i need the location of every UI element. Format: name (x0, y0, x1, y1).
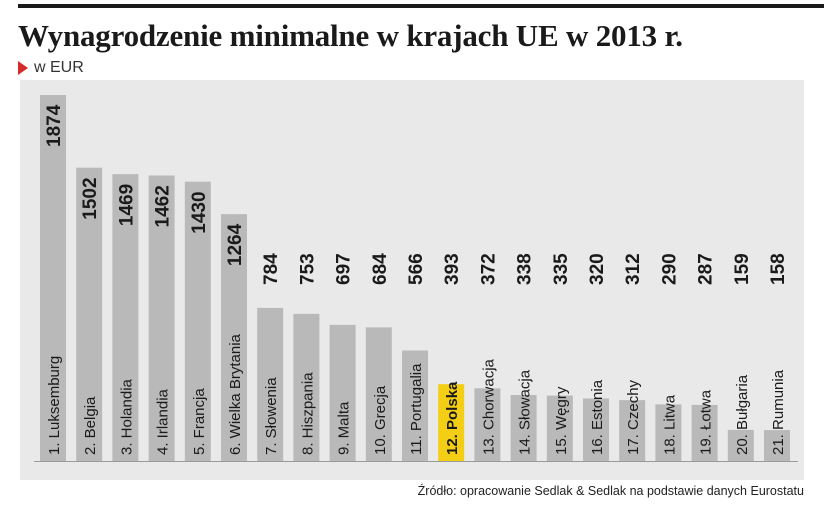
bar-20 (727, 429, 754, 461)
value-label-21: 158 (768, 253, 789, 285)
value-label-16: 320 (587, 253, 608, 285)
value-label-6: 1264 (225, 223, 246, 266)
bar-10 (365, 327, 392, 461)
chart-title: Wynagrodzenie minimalne w krajach UE w 2… (18, 18, 683, 53)
category-label-4: 4. Irlandia (155, 388, 172, 455)
bar-3 (112, 174, 139, 461)
category-label-15: 15. Węgry (553, 386, 570, 455)
category-label-8: 8. Hiszpania (299, 372, 316, 455)
category-label-21: 21. Rumunia (770, 369, 787, 455)
category-label-14: 14. Słowacja (517, 369, 534, 455)
category-label-5: 5. Francja (191, 388, 208, 455)
value-label-13: 372 (478, 253, 499, 285)
bar-19 (691, 404, 718, 461)
value-label-20: 159 (732, 253, 753, 285)
category-label-19: 19. Łotwa (698, 389, 715, 455)
category-label-16: 16. Estonia (589, 379, 606, 455)
bar-14 (510, 395, 537, 461)
value-label-10: 684 (370, 253, 391, 285)
chart-subtitle: w EUR (34, 59, 84, 76)
value-label-2: 1502 (80, 177, 101, 219)
value-label-11: 566 (406, 253, 427, 285)
value-label-14: 338 (515, 253, 536, 285)
value-label-12: 393 (442, 253, 463, 285)
bar-chart: 1874 1. Luksemburg 1502 2. Belgia 1469 3. Hol… (34, 95, 798, 462)
bar-8 (293, 313, 320, 461)
value-label-9: 697 (334, 253, 355, 285)
value-label-19: 287 (696, 253, 717, 285)
bar-15 (546, 395, 573, 461)
category-label-10: 10. Grecja (372, 385, 389, 455)
bar-13 (474, 388, 501, 461)
category-label-12: 12. Polska (444, 381, 461, 455)
bar-11 (402, 350, 428, 461)
source-note: Źródło: opracowanie Sedlak & Sedlak na p… (417, 484, 804, 498)
bar-5 (184, 181, 211, 461)
bar-9 (329, 324, 356, 461)
subtitle-row: w EUR (18, 58, 84, 78)
bar-7 (257, 307, 284, 461)
bar-4 (148, 175, 175, 461)
bar-1 (40, 95, 66, 461)
category-label-20: 20. Bułgaria (734, 374, 751, 455)
category-label-3: 3. Holandia (118, 378, 135, 455)
category-label-6: 6. Wielka Brytania (227, 333, 244, 455)
category-label-9: 9. Malta (336, 401, 353, 455)
value-label-17: 312 (623, 253, 644, 285)
plot-area: 1874 1. Luksemburg 1502 2. Belgia 1469 3. Hol… (20, 80, 804, 480)
value-label-5: 1430 (189, 191, 210, 233)
category-label-2: 2. Belgia (82, 396, 99, 455)
category-label-17: 17. Czechy (625, 379, 642, 455)
bar-18 (655, 404, 682, 461)
top-rule (18, 4, 824, 8)
value-label-3: 1469 (116, 184, 137, 226)
bar-6 (221, 214, 247, 461)
bar-2 (76, 167, 103, 461)
category-label-7: 7. Słowenia (263, 377, 280, 455)
value-label-4: 1462 (153, 185, 174, 227)
value-label-18: 290 (659, 253, 680, 285)
category-label-11: 11. Portugalia (408, 363, 425, 455)
bar-16 (583, 398, 609, 461)
category-label-13: 13. Chorwacja (480, 358, 497, 455)
value-label-1: 1874 (44, 104, 65, 147)
category-label-1: 1. Luksemburg (46, 356, 63, 455)
bar-12 (438, 384, 465, 461)
bar-17 (619, 400, 646, 461)
value-label-7: 784 (261, 253, 282, 285)
bar-21 (764, 430, 790, 461)
value-label-8: 753 (297, 253, 318, 285)
category-label-18: 18. Litwa (661, 394, 678, 455)
value-label-15: 335 (551, 253, 572, 285)
triangle-marker-icon (18, 61, 28, 75)
